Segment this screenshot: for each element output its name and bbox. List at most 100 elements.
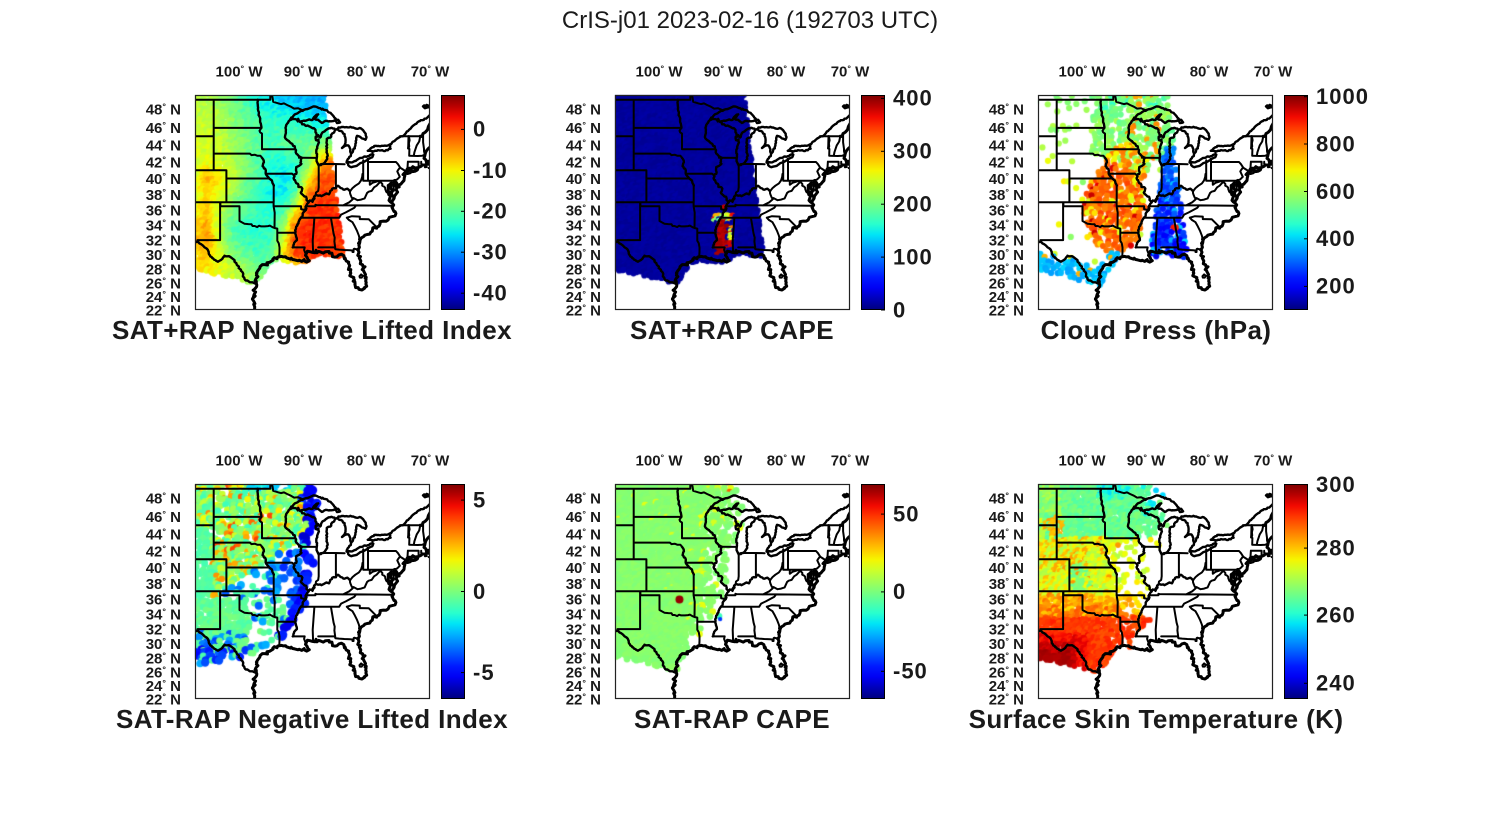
- svg-text:260: 260: [1316, 602, 1356, 627]
- svg-text:26° N: 26° N: [989, 664, 1024, 681]
- svg-text:32° N: 32° N: [989, 233, 1024, 250]
- svg-text:28° N: 28° N: [989, 650, 1024, 667]
- svg-text:38° N: 38° N: [146, 576, 181, 593]
- svg-text:100° W: 100° W: [1059, 453, 1107, 470]
- svg-text:22° N: 22° N: [989, 303, 1024, 320]
- svg-text:32° N: 32° N: [566, 233, 601, 250]
- svg-text:40° N: 40° N: [146, 560, 181, 577]
- svg-text:30° N: 30° N: [146, 247, 181, 264]
- svg-text:90° W: 90° W: [704, 64, 743, 81]
- svg-text:36° N: 36° N: [566, 203, 601, 220]
- svg-text:40° N: 40° N: [989, 171, 1024, 188]
- svg-text:22° N: 22° N: [566, 303, 601, 320]
- svg-text:22° N: 22° N: [566, 692, 601, 709]
- svg-text:38° N: 38° N: [566, 576, 601, 593]
- svg-text:80° W: 80° W: [347, 64, 386, 81]
- svg-text:-40: -40: [473, 281, 508, 306]
- svg-text:800: 800: [1316, 131, 1356, 156]
- svg-text:22° N: 22° N: [146, 303, 181, 320]
- svg-text:44° N: 44° N: [146, 138, 181, 155]
- svg-text:46° N: 46° N: [146, 509, 181, 526]
- svg-text:26° N: 26° N: [566, 664, 601, 681]
- svg-text:48° N: 48° N: [566, 491, 601, 508]
- svg-text:34° N: 34° N: [989, 607, 1024, 624]
- svg-text:50: 50: [893, 501, 919, 526]
- svg-text:280: 280: [1316, 535, 1356, 560]
- svg-text:28° N: 28° N: [146, 650, 181, 667]
- svg-text:-30: -30: [473, 240, 508, 265]
- svg-text:CrIS-j01 2023-02-16 (192703 UT: CrIS-j01 2023-02-16 (192703 UTC): [562, 7, 938, 34]
- svg-text:48° N: 48° N: [146, 102, 181, 119]
- svg-text:90° W: 90° W: [284, 453, 323, 470]
- svg-text:100: 100: [893, 244, 933, 269]
- svg-text:300: 300: [893, 139, 933, 164]
- svg-text:40° N: 40° N: [566, 560, 601, 577]
- svg-text:36° N: 36° N: [989, 203, 1024, 220]
- svg-text:44° N: 44° N: [146, 527, 181, 544]
- svg-text:100° W: 100° W: [636, 64, 684, 81]
- svg-text:42° N: 42° N: [146, 544, 181, 561]
- svg-text:42° N: 42° N: [146, 155, 181, 172]
- svg-text:28° N: 28° N: [566, 650, 601, 667]
- svg-text:34° N: 34° N: [146, 607, 181, 624]
- svg-text:36° N: 36° N: [989, 592, 1024, 609]
- svg-text:26° N: 26° N: [989, 275, 1024, 292]
- svg-text:24° N: 24° N: [566, 289, 601, 306]
- svg-text:46° N: 46° N: [146, 120, 181, 137]
- svg-text:90° W: 90° W: [284, 64, 323, 81]
- svg-text:40° N: 40° N: [989, 560, 1024, 577]
- svg-text:46° N: 46° N: [989, 120, 1024, 137]
- svg-text:200: 200: [1316, 274, 1356, 299]
- svg-text:90° W: 90° W: [1127, 453, 1166, 470]
- svg-text:46° N: 46° N: [989, 509, 1024, 526]
- svg-text:70° W: 70° W: [411, 453, 450, 470]
- svg-text:46° N: 46° N: [566, 120, 601, 137]
- svg-text:24° N: 24° N: [146, 289, 181, 306]
- svg-text:0: 0: [473, 117, 486, 142]
- svg-text:46° N: 46° N: [566, 509, 601, 526]
- svg-text:40° N: 40° N: [146, 171, 181, 188]
- svg-text:34° N: 34° N: [146, 218, 181, 235]
- svg-text:26° N: 26° N: [146, 275, 181, 292]
- svg-text:44° N: 44° N: [989, 138, 1024, 155]
- svg-text:80° W: 80° W: [767, 453, 806, 470]
- svg-text:32° N: 32° N: [989, 622, 1024, 639]
- svg-text:0: 0: [473, 579, 486, 604]
- svg-text:32° N: 32° N: [146, 622, 181, 639]
- svg-text:80° W: 80° W: [1190, 453, 1229, 470]
- svg-text:70° W: 70° W: [1254, 453, 1293, 470]
- svg-text:80° W: 80° W: [767, 64, 806, 81]
- svg-text:100° W: 100° W: [216, 64, 264, 81]
- svg-text:38° N: 38° N: [566, 187, 601, 204]
- svg-text:-20: -20: [473, 199, 508, 224]
- svg-text:400: 400: [893, 86, 933, 111]
- svg-text:70° W: 70° W: [831, 64, 870, 81]
- svg-text:200: 200: [893, 192, 933, 217]
- svg-text:42° N: 42° N: [566, 544, 601, 561]
- svg-text:24° N: 24° N: [989, 289, 1024, 306]
- svg-text:32° N: 32° N: [146, 233, 181, 250]
- svg-text:30° N: 30° N: [146, 636, 181, 653]
- svg-text:90° W: 90° W: [1127, 64, 1166, 81]
- svg-text:38° N: 38° N: [146, 187, 181, 204]
- svg-text:48° N: 48° N: [989, 102, 1024, 119]
- svg-text:-50: -50: [893, 659, 928, 684]
- svg-text:30° N: 30° N: [566, 636, 601, 653]
- svg-text:240: 240: [1316, 671, 1356, 696]
- svg-text:5: 5: [473, 487, 486, 512]
- svg-text:48° N: 48° N: [146, 491, 181, 508]
- svg-text:42° N: 42° N: [989, 544, 1024, 561]
- svg-text:24° N: 24° N: [146, 678, 181, 695]
- svg-text:100° W: 100° W: [1059, 64, 1107, 81]
- svg-text:-10: -10: [473, 158, 508, 183]
- svg-text:Cloud Press (hPa): Cloud Press (hPa): [1041, 315, 1272, 345]
- svg-text:42° N: 42° N: [566, 155, 601, 172]
- svg-text:26° N: 26° N: [566, 275, 601, 292]
- svg-text:0: 0: [893, 297, 906, 322]
- svg-text:70° W: 70° W: [831, 453, 870, 470]
- svg-text:34° N: 34° N: [566, 218, 601, 235]
- svg-text:22° N: 22° N: [989, 692, 1024, 709]
- svg-text:SAT+RAP CAPE: SAT+RAP CAPE: [630, 315, 834, 345]
- svg-text:24° N: 24° N: [989, 678, 1024, 695]
- svg-text:30° N: 30° N: [989, 247, 1024, 264]
